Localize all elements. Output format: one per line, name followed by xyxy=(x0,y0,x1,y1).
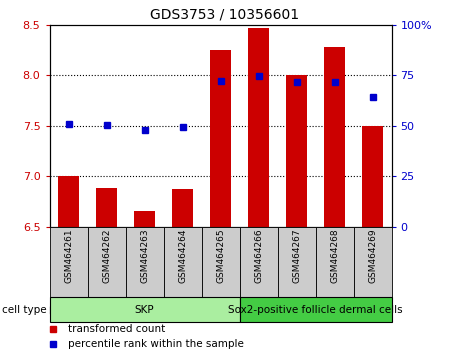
Text: GSM464265: GSM464265 xyxy=(216,229,225,283)
Bar xyxy=(163,227,202,297)
Bar xyxy=(286,75,307,227)
Bar xyxy=(239,297,392,322)
Bar xyxy=(58,176,79,227)
Bar xyxy=(126,227,163,297)
Bar xyxy=(172,189,193,227)
Bar xyxy=(202,227,239,297)
Text: GSM464262: GSM464262 xyxy=(102,229,111,283)
Bar xyxy=(50,297,239,322)
Text: GDS3753 / 10356601: GDS3753 / 10356601 xyxy=(150,7,300,21)
Bar xyxy=(362,126,383,227)
Bar xyxy=(315,227,354,297)
Text: GSM464266: GSM464266 xyxy=(254,229,263,283)
Text: percentile rank within the sample: percentile rank within the sample xyxy=(68,339,244,349)
Bar xyxy=(324,47,345,227)
Bar xyxy=(87,227,126,297)
Bar xyxy=(354,227,392,297)
Text: GSM464269: GSM464269 xyxy=(368,229,377,283)
Text: GSM464264: GSM464264 xyxy=(178,229,187,283)
Text: cell type ▶: cell type ▶ xyxy=(2,305,58,315)
Text: Sox2-positive follicle dermal cells: Sox2-positive follicle dermal cells xyxy=(228,305,403,315)
Text: transformed count: transformed count xyxy=(68,324,166,334)
Text: GSM464268: GSM464268 xyxy=(330,229,339,283)
Bar xyxy=(210,50,231,227)
Text: GSM464261: GSM464261 xyxy=(64,229,73,283)
Bar xyxy=(248,28,269,227)
Text: GSM464263: GSM464263 xyxy=(140,229,149,283)
Bar xyxy=(134,211,155,227)
Text: SKP: SKP xyxy=(135,305,154,315)
Text: GSM464267: GSM464267 xyxy=(292,229,301,283)
Bar xyxy=(50,227,87,297)
Bar xyxy=(278,227,315,297)
Bar xyxy=(239,227,278,297)
Bar xyxy=(96,188,117,227)
